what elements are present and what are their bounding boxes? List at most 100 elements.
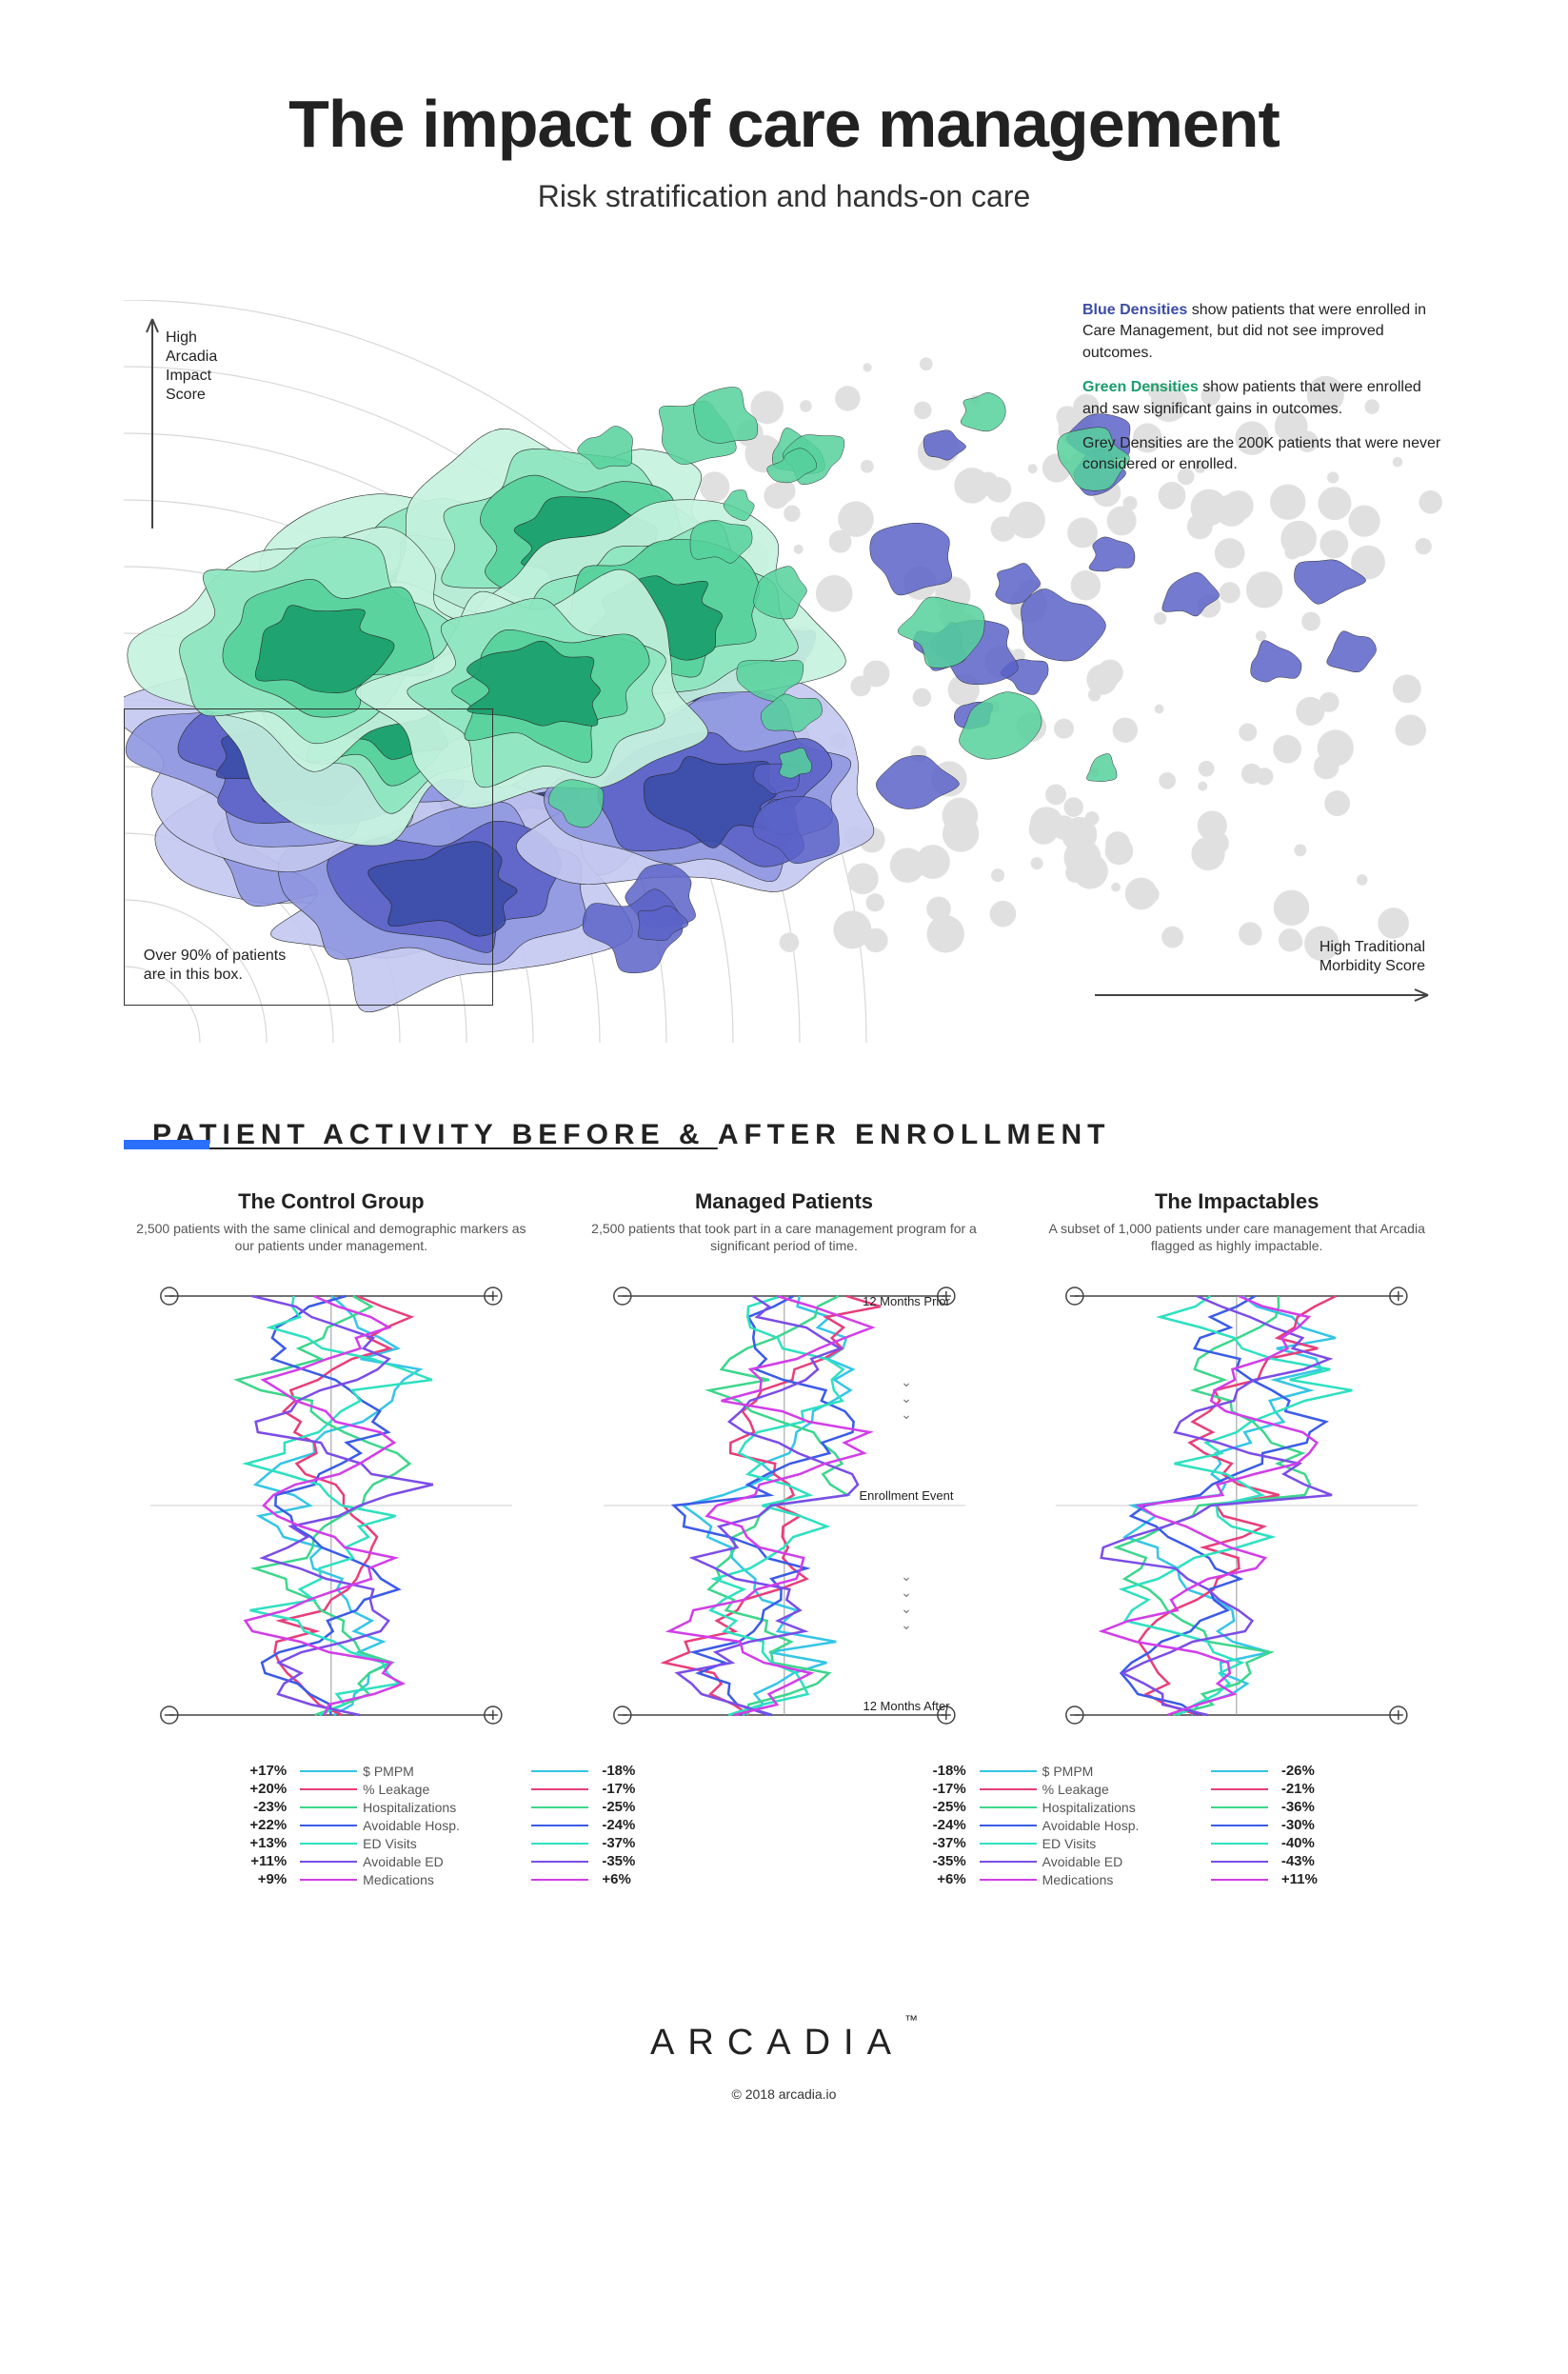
page-title: The impact of care management xyxy=(124,86,1444,162)
metric-label: ED Visits xyxy=(1042,1836,1205,1851)
metric-left: -23% xyxy=(124,1799,294,1815)
legend-green-label: Green Densities xyxy=(1082,379,1199,395)
legend-grey-text: Grey Densities are the 200K patients tha… xyxy=(1082,433,1444,476)
copyright: © 2018 arcadia.io xyxy=(124,2086,1444,2102)
panel-chart xyxy=(124,1277,539,1734)
metric-swatch xyxy=(531,1843,588,1845)
panel-title: The Impactables xyxy=(1029,1189,1444,1214)
metric-right: +6% xyxy=(594,1871,764,1887)
metric-row: +9% Medications +6% xyxy=(124,1871,765,1887)
logo: ARCADIA™ xyxy=(650,2023,918,2064)
metric-right: -25% xyxy=(594,1799,764,1815)
metric-right: -37% xyxy=(594,1835,764,1851)
metric-label: Avoidable Hosp. xyxy=(363,1818,526,1833)
metric-row: +17% $ PMPM -18% xyxy=(124,1763,765,1779)
metric-left: +6% xyxy=(804,1871,974,1887)
page-footer: ARCADIA™ © 2018 arcadia.io xyxy=(124,2023,1444,2102)
metric-left: +17% xyxy=(124,1763,294,1779)
metrics-block: +17% $ PMPM -18% +20% % Leakage -17% -23… xyxy=(124,1763,765,1889)
panel-desc: A subset of 1,000 patients under care ma… xyxy=(1029,1220,1444,1254)
metric-swatch xyxy=(531,1825,588,1826)
section2-title: PATIENT ACTIVITY BEFORE & AFTER ENROLLME… xyxy=(124,1119,1110,1151)
density-plot: High Arcadia Impact Score High Tradition… xyxy=(124,300,1444,1043)
metric-swatch xyxy=(300,1806,357,1808)
metric-row: -17% % Leakage -21% xyxy=(804,1781,1445,1797)
y-axis-label: High Arcadia Impact Score xyxy=(166,329,217,405)
metric-right: -17% xyxy=(594,1781,764,1797)
metric-left: +22% xyxy=(124,1817,294,1833)
metric-right: -21% xyxy=(1274,1781,1444,1797)
metric-row: +6% Medications +11% xyxy=(804,1871,1445,1887)
metric-left: -37% xyxy=(804,1835,974,1851)
metric-swatch xyxy=(531,1879,588,1881)
metric-swatch xyxy=(1211,1843,1268,1845)
metric-swatch xyxy=(531,1770,588,1772)
metric-row: -35% Avoidable ED -43% xyxy=(804,1853,1445,1869)
metric-row: +11% Avoidable ED -35% xyxy=(124,1853,765,1869)
metric-row: -24% Avoidable Hosp. -30% xyxy=(804,1817,1445,1833)
metric-label: Avoidable ED xyxy=(363,1854,526,1869)
metric-swatch xyxy=(300,1879,357,1881)
metric-swatch xyxy=(980,1843,1037,1845)
metric-left: +9% xyxy=(124,1871,294,1887)
panel-title: Managed Patients xyxy=(577,1189,992,1214)
metric-swatch xyxy=(1211,1770,1268,1772)
metric-swatch xyxy=(300,1843,357,1845)
panel: The Impactables A subset of 1,000 patien… xyxy=(1029,1189,1444,1734)
metric-row: +22% Avoidable Hosp. -24% xyxy=(124,1817,765,1833)
metric-swatch xyxy=(980,1806,1037,1808)
metric-swatch xyxy=(1211,1806,1268,1808)
metric-swatch xyxy=(980,1770,1037,1772)
callout-text: Over 90% of patients are in this box. xyxy=(144,947,286,987)
metric-swatch xyxy=(1211,1825,1268,1826)
legend-blue-label: Blue Densities xyxy=(1082,302,1187,318)
metric-swatch xyxy=(1211,1861,1268,1863)
metric-swatch xyxy=(531,1788,588,1790)
metric-swatch xyxy=(300,1770,357,1772)
metric-label: % Leakage xyxy=(363,1782,526,1797)
panel-desc: 2,500 patients that took part in a care … xyxy=(577,1220,992,1254)
metric-right: -43% xyxy=(1274,1853,1444,1869)
metric-label: $ PMPM xyxy=(363,1764,526,1779)
metric-label: $ PMPM xyxy=(1042,1764,1205,1779)
x-axis-label: High Traditional Morbidity Score xyxy=(1320,938,1425,976)
metric-label: ED Visits xyxy=(363,1836,526,1851)
metric-label: Medications xyxy=(1042,1872,1205,1887)
panel-chart xyxy=(1029,1277,1444,1734)
metric-row: +13% ED Visits -37% xyxy=(124,1835,765,1851)
metric-row: +20% % Leakage -17% xyxy=(124,1781,765,1797)
page-subtitle: Risk stratification and hands-on care xyxy=(124,179,1444,214)
metric-row: -37% ED Visits -40% xyxy=(804,1835,1445,1851)
metric-left: -18% xyxy=(804,1763,974,1779)
density-legend: Blue Densities show patients that were e… xyxy=(1082,300,1444,489)
metric-row: -25% Hospitalizations -36% xyxy=(804,1799,1445,1815)
metric-right: -35% xyxy=(594,1853,764,1869)
metric-left: +13% xyxy=(124,1835,294,1851)
panels-row: The Control Group 2,500 patients with th… xyxy=(124,1189,1444,1734)
metric-swatch xyxy=(531,1861,588,1863)
metric-swatch xyxy=(1211,1788,1268,1790)
metric-swatch xyxy=(531,1806,588,1808)
panel: The Control Group 2,500 patients with th… xyxy=(124,1189,539,1734)
metric-swatch xyxy=(300,1861,357,1863)
metric-left: +11% xyxy=(124,1853,294,1869)
metric-left: +20% xyxy=(124,1781,294,1797)
metric-swatch xyxy=(980,1825,1037,1826)
metric-right: -30% xyxy=(1274,1817,1444,1833)
metric-left: -35% xyxy=(804,1853,974,1869)
metric-right: -40% xyxy=(1274,1835,1444,1851)
metric-right: +11% xyxy=(1274,1871,1444,1887)
metric-label: % Leakage xyxy=(1042,1782,1205,1797)
metric-label: Avoidable Hosp. xyxy=(1042,1818,1205,1833)
metrics-table: +17% $ PMPM -18% +20% % Leakage -17% -23… xyxy=(124,1763,1444,1889)
metric-swatch xyxy=(980,1879,1037,1881)
metric-row: -18% $ PMPM -26% xyxy=(804,1763,1445,1779)
metric-swatch xyxy=(980,1788,1037,1790)
metric-right: -24% xyxy=(594,1817,764,1833)
panel-title: The Control Group xyxy=(124,1189,539,1214)
metric-label: Hospitalizations xyxy=(363,1800,526,1815)
metric-swatch xyxy=(300,1788,357,1790)
metric-right: -18% xyxy=(594,1763,764,1779)
metric-left: -17% xyxy=(804,1781,974,1797)
metric-left: -24% xyxy=(804,1817,974,1833)
